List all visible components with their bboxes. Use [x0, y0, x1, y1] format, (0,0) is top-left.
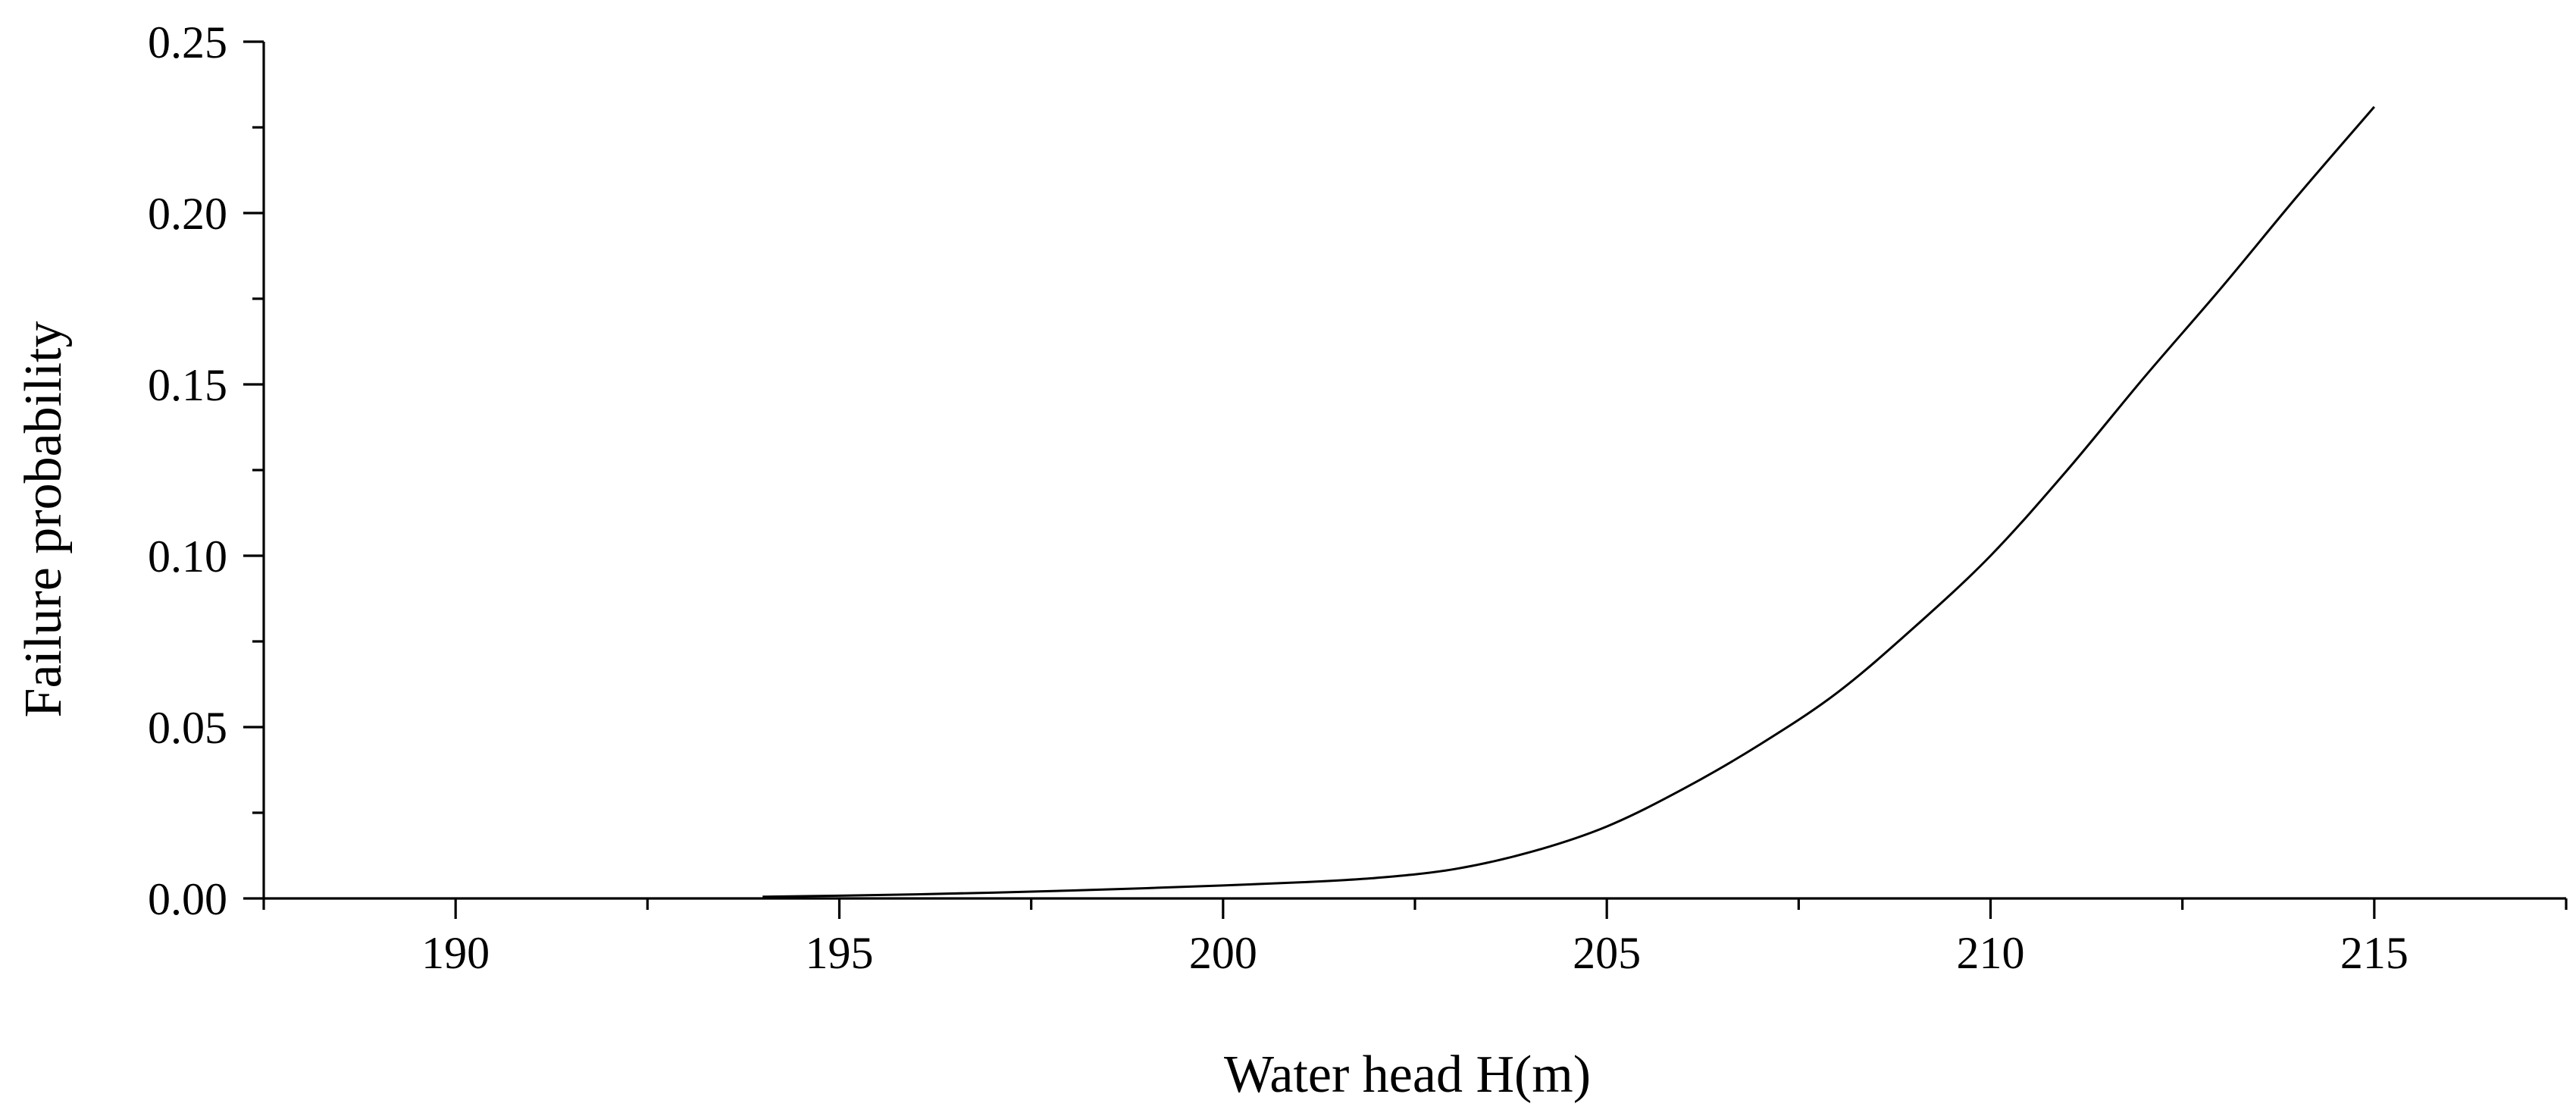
x-tick-label: 215	[2340, 928, 2409, 978]
y-tick-label: 0.00	[148, 874, 227, 924]
plot-area: 190 195 200 205 210 215 0.00 0.05 0.10 0.15 0.20 0.…	[148, 17, 2568, 978]
x-tick-label: 195	[806, 928, 874, 978]
series-line	[762, 105, 2375, 898]
x-tick-label: 190	[421, 928, 490, 978]
y-tick-label: 0.05	[148, 703, 227, 753]
x-tick-label: 200	[1189, 928, 1257, 978]
x-axis-title: Water head H(m)	[1224, 1046, 1591, 1104]
y-tick-label: 0.20	[148, 189, 227, 239]
y-tick-label: 0.15	[148, 360, 227, 410]
y-axis-title: Failure probability	[14, 321, 73, 718]
y-tick-label: 0.10	[148, 531, 227, 582]
x-tick-label: 205	[1573, 928, 1641, 978]
x-tick-label: 210	[1957, 928, 2025, 978]
y-tick-label: 0.25	[148, 17, 227, 67]
